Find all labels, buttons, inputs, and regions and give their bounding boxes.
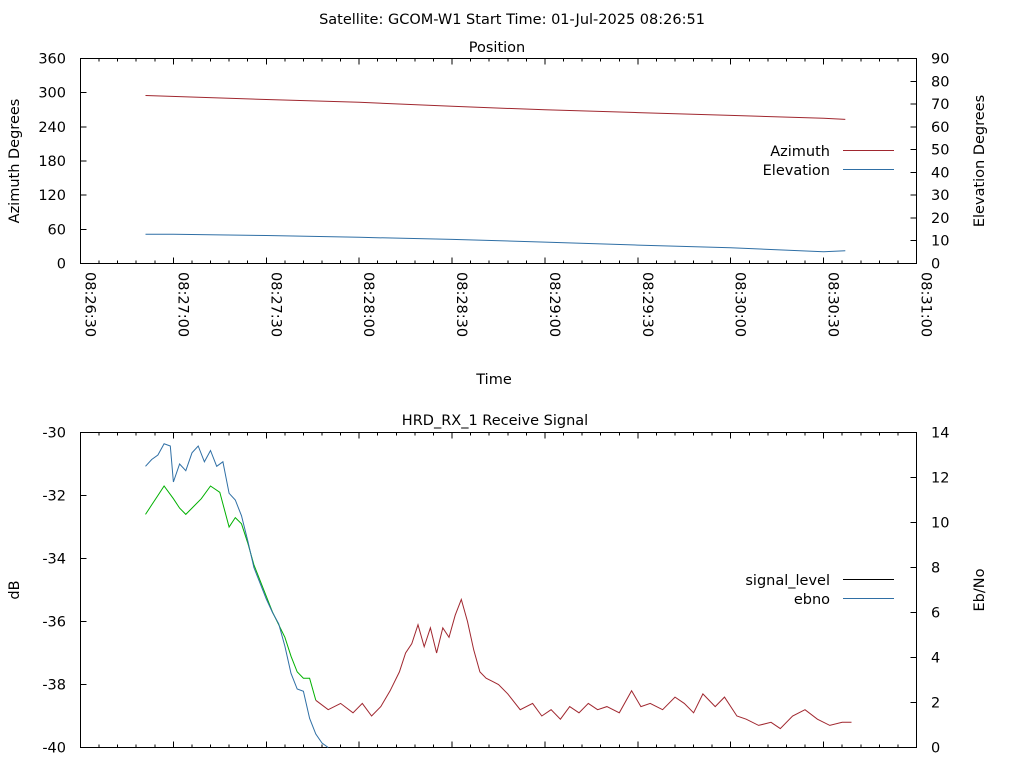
x-tick-label: 08:28:00 [360, 272, 376, 337]
position-y2-label: Elevation Degrees [972, 95, 988, 227]
x-tick-label: 08:28:30 [453, 272, 469, 337]
y-tick-label: 180 [38, 154, 66, 170]
y-tick-label: 300 [38, 86, 66, 102]
legend-label-elevation: Elevation [763, 163, 830, 179]
y-tick-label: -34 [42, 552, 66, 568]
y2-tick-label: 80 [931, 74, 949, 90]
x-tick-label: 08:29:30 [639, 272, 655, 337]
y2-tick-label: 8 [931, 561, 940, 577]
signal-title: HRD_RX_1 Receive Signal [402, 413, 588, 429]
y2-tick-label: 70 [931, 97, 949, 113]
y2-tick-label: 50 [931, 143, 949, 159]
position-series [145, 95, 846, 253]
position-plot-frame [80, 58, 917, 264]
signal-level-segment-2 [315, 597, 852, 730]
y2-tick-label: 40 [931, 165, 949, 181]
position-x-label: Time [475, 372, 512, 388]
y2-tick-label: 10 [931, 234, 949, 250]
position-legend: Azimuth Elevation [763, 144, 894, 179]
y-tick-label: -36 [42, 615, 66, 631]
x-tick-label: 08:30:30 [825, 272, 841, 337]
x-tick-label: 08:30:00 [732, 272, 748, 337]
y2-tick-label: 60 [931, 120, 949, 136]
y2-tick-label: 0 [931, 741, 940, 757]
y2-tick-label: 0 [931, 257, 940, 273]
x-tick-label: 08:31:00 [918, 272, 934, 337]
x-tick-label: 08:27:30 [267, 272, 283, 337]
position-chart: Position Azimuth Degrees Elevation Degre… [7, 40, 988, 388]
y2-tick-label: 90 [931, 52, 949, 68]
x-tick-label: 08:26:30 [82, 272, 98, 337]
signal-plot-frame [80, 432, 917, 748]
legend-label-signal-level: signal_level [745, 573, 830, 589]
y2-tick-label: 4 [931, 651, 940, 667]
y-tick-label: 360 [38, 52, 66, 68]
y2-tick-label: 6 [931, 606, 940, 622]
y-tick-label: -32 [42, 489, 66, 505]
position-ticks: 0 60 120 180 240 300 360 0 10 20 30 40 50 60 70 80 90 08:… [38, 52, 949, 338]
signal-chart: HRD_RX_1 Receive Signal dB Eb/No -40-38-… [7, 413, 988, 757]
legend-label-azimuth: Azimuth [770, 144, 830, 160]
signal-legend: signal_level ebno [745, 573, 894, 608]
x-tick-label: 08:27:00 [174, 272, 190, 337]
y2-tick-label: 20 [931, 211, 949, 227]
ebno-line [145, 443, 329, 748]
signal-y2-label: Eb/No [972, 568, 988, 611]
figure-title: Satellite: GCOM-W1 Start Time: 01-Jul-20… [319, 12, 705, 28]
y-tick-label: 60 [48, 222, 66, 238]
series-elevation-line [145, 233, 846, 253]
y2-tick-label: 14 [931, 426, 949, 442]
signal-series [145, 443, 852, 748]
position-y-label: Azimuth Degrees [7, 99, 23, 224]
y-tick-label: -38 [42, 678, 66, 694]
position-title: Position [469, 40, 525, 56]
y2-tick-label: 30 [931, 188, 949, 204]
x-tick-label: 08:29:00 [546, 272, 562, 337]
series-azimuth-line [145, 95, 846, 120]
y-tick-label: 0 [57, 257, 66, 273]
signal-ticks: -40 -38 -36 -34 -32 -30 0 2 4 6 8 10 12 14 [42, 426, 949, 757]
y2-tick-label: 12 [931, 471, 949, 487]
y-tick-label: -40 [42, 741, 66, 757]
y-tick-label: -30 [42, 426, 66, 442]
y2-tick-label: 2 [931, 696, 940, 712]
signal-y-label: dB [7, 580, 23, 599]
y-tick-label: 240 [38, 120, 66, 136]
y-tick-label: 120 [38, 188, 66, 204]
signal-level-segment-1 [145, 485, 317, 701]
y2-tick-label: 10 [931, 516, 949, 532]
legend-label-ebno: ebno [794, 592, 830, 608]
